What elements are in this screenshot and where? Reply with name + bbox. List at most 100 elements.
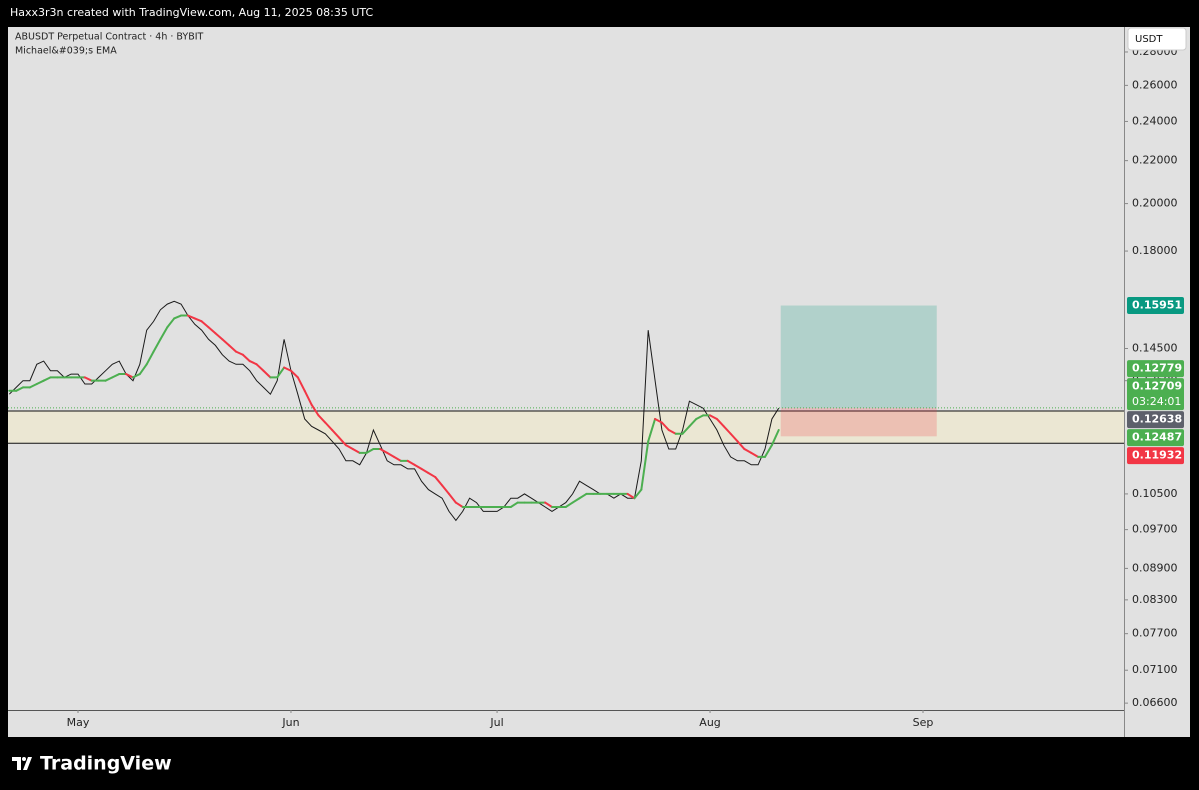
credit: Haxx3r3n created with TradingView.com, A… (10, 6, 373, 19)
ema-segment (413, 463, 423, 470)
ema-segment (296, 376, 306, 392)
price-label: 0.11932 (1132, 449, 1182, 462)
ema-segment (654, 417, 663, 424)
ema-segment (544, 501, 554, 508)
y-tick-label: 0.07100 (1132, 663, 1178, 676)
ema-segment (338, 436, 347, 447)
ema-segment (35, 379, 45, 386)
currency: USDT (1135, 34, 1163, 45)
ema-segment (681, 425, 691, 435)
price-label: 0.12487 (1132, 431, 1182, 444)
y-tick-label: 0.10500 (1132, 487, 1178, 500)
ema-segment (228, 344, 238, 353)
ema-segment (104, 376, 114, 382)
ema-segment (764, 444, 773, 458)
chart-area (8, 27, 1190, 737)
ema-segment (207, 326, 217, 335)
y-tick-label: 0.26000 (1132, 78, 1178, 91)
ema-segment (695, 414, 705, 420)
price-label-box (1127, 411, 1184, 429)
price-label: 0.12638 (1132, 413, 1182, 426)
ema-segment (640, 440, 650, 491)
ema-segment (331, 429, 341, 439)
zone-fill (8, 411, 1124, 444)
y-tick-label: 0.09700 (1132, 523, 1178, 536)
ema-segment (166, 317, 176, 329)
ema-segment (441, 484, 450, 495)
ema-segment (578, 492, 588, 500)
ema-segment (750, 451, 760, 458)
ema-segment (454, 501, 464, 508)
ema-segment (770, 429, 780, 447)
price-label-box (1127, 378, 1184, 411)
ema-segment (406, 459, 416, 466)
price-label: 0.15951 (1132, 299, 1182, 312)
ema-segment (386, 451, 396, 458)
y-tick-label: 0.07700 (1132, 627, 1178, 640)
brand-logo: TradingView (12, 753, 172, 775)
x-tick-label: May (67, 716, 90, 729)
target-zone (780, 305, 937, 408)
x-tick-label: Jul (489, 716, 503, 729)
price-label: 0.12779 (1132, 362, 1182, 375)
y-tick-label: 0.08900 (1132, 561, 1178, 574)
ema-segment (15, 386, 25, 392)
ema-segment (235, 350, 244, 356)
price-line-series (8, 300, 780, 522)
ema-segment (186, 314, 196, 320)
brand: TradingView (40, 753, 172, 775)
x-tick-label: Sep (913, 716, 934, 729)
ema-segment (310, 403, 320, 417)
ema-segment (626, 492, 636, 500)
ema-segment (303, 389, 313, 406)
ema-segment (125, 373, 134, 379)
ema-segment (262, 369, 272, 379)
ema-segment (152, 338, 162, 353)
ema-segment (255, 363, 265, 372)
ema-segment (667, 429, 677, 435)
ema-segment (83, 376, 93, 382)
ema-segment (214, 332, 224, 341)
price-label-box (1127, 360, 1184, 378)
ema-segment (647, 417, 657, 443)
y-tick-label: 0.08300 (1132, 593, 1178, 606)
ema-segment (660, 421, 670, 432)
x-tick-label: Aug (699, 716, 720, 729)
y-tick-label: 0.24000 (1132, 114, 1178, 127)
ema-segment (193, 317, 203, 323)
price-label: 0.12709 (1132, 380, 1182, 393)
ema-segment (688, 417, 698, 428)
y-tick-label: 0.18000 (1132, 244, 1178, 257)
ema-segment (317, 414, 327, 424)
ema-segment (283, 366, 292, 372)
ema-segment (564, 501, 574, 508)
ema-segment (571, 497, 581, 504)
y-tick-label: 0.14500 (1132, 341, 1178, 354)
ema-segment (743, 448, 753, 454)
price-label-box (1127, 297, 1184, 315)
ema-segment (111, 373, 121, 379)
plot (8, 300, 1124, 522)
ema-segment (248, 360, 258, 366)
ema-segment (289, 369, 299, 379)
ema-segment (447, 492, 457, 504)
ema-segment (434, 476, 444, 487)
ema-segment (722, 425, 732, 435)
ema-segment (420, 467, 430, 474)
ema-segment (42, 376, 52, 382)
price-label-box (1127, 447, 1184, 465)
ema-segment (365, 448, 375, 454)
y-tick-label: 0.20000 (1132, 197, 1178, 210)
ema-segment (28, 383, 38, 389)
ema-segment (221, 338, 231, 347)
ema-segment (159, 326, 169, 341)
ema-segment (715, 417, 725, 428)
ema-segment (633, 488, 643, 500)
ema-segment (709, 414, 718, 420)
ema-segment (276, 366, 286, 379)
chart-title: ABUSDT Perpetual Contract · 4h · BYBIT (15, 32, 204, 43)
ema-segment (241, 353, 251, 363)
ema-segment (344, 444, 354, 451)
ema-segment (200, 320, 210, 329)
